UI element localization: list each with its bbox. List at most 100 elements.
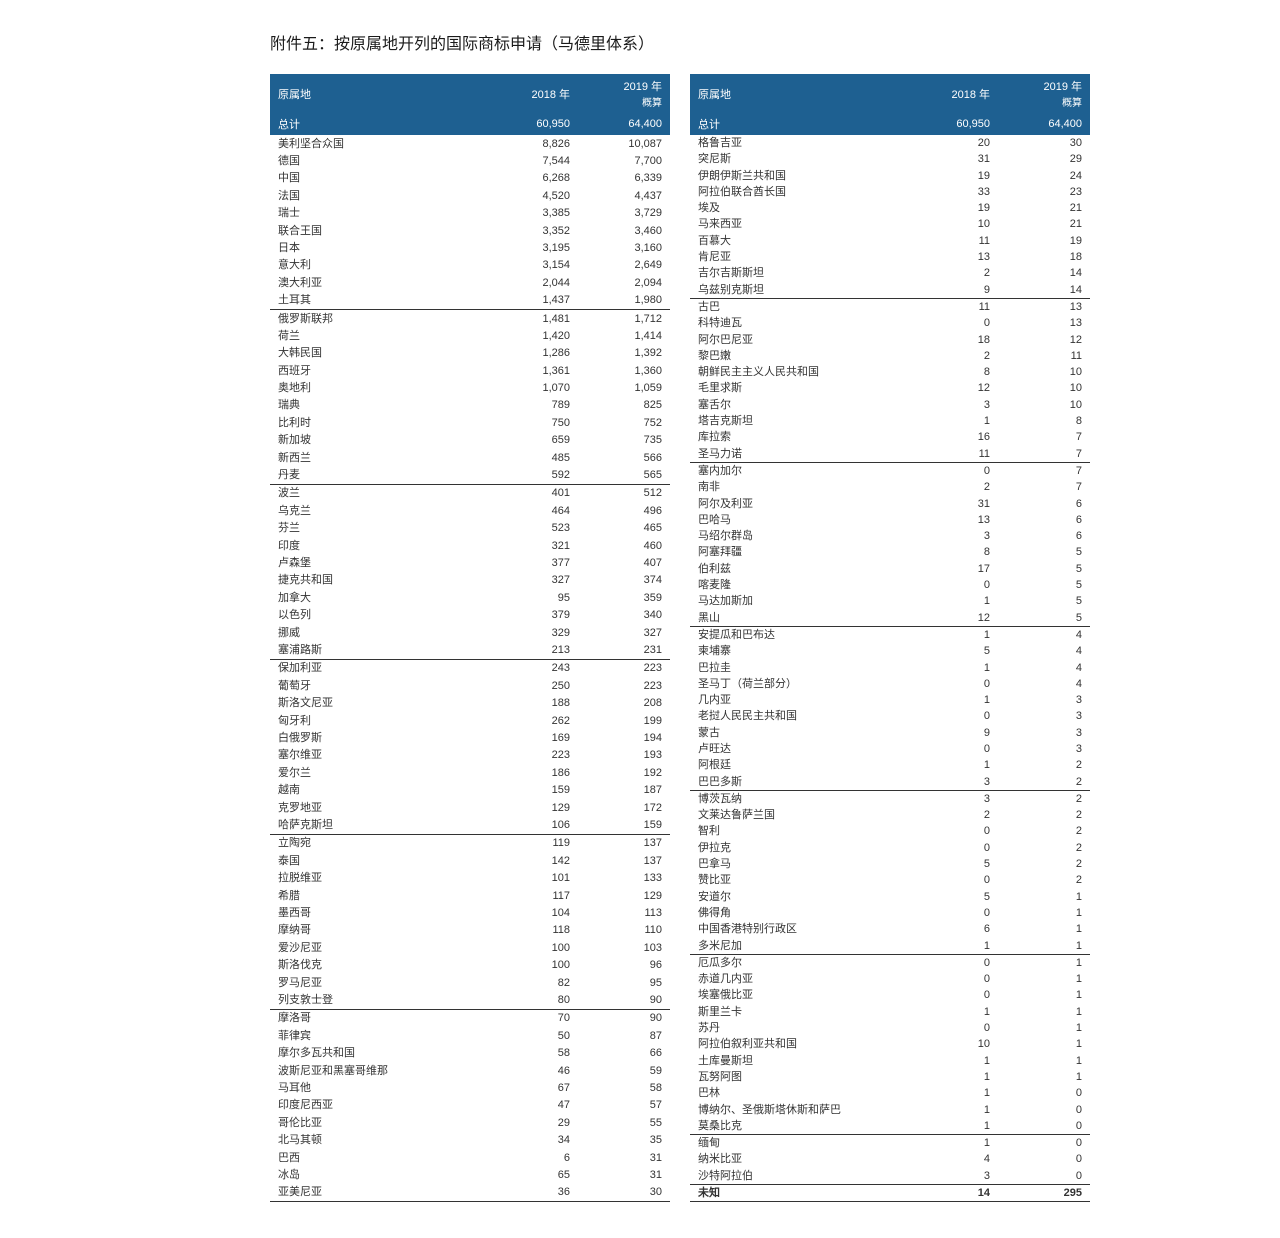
table-row: 巴拿马52 [690, 856, 1090, 872]
table-row: 苏丹01 [690, 1020, 1090, 1036]
value-2018-cell: 7,544 [490, 152, 578, 169]
origin-cell: 阿尔及利亚 [690, 496, 910, 512]
value-2019-cell: 133 [578, 870, 670, 887]
table-row: 克罗地亚129172 [270, 799, 670, 816]
header-2018: 2018 年 [490, 74, 578, 113]
origin-cell: 老挝人民民主共和国 [690, 708, 910, 724]
value-2019-cell: 30 [998, 135, 1090, 151]
value-2019-cell: 2 [998, 757, 1090, 773]
value-2018-cell: 5 [910, 856, 998, 872]
table-row: 葡萄牙250223 [270, 677, 670, 694]
origin-cell: 格鲁吉亚 [690, 135, 910, 151]
value-2019-cell: 0 [998, 1085, 1090, 1101]
header-origin: 原属地 [690, 74, 910, 113]
value-2018-cell: 789 [490, 397, 578, 414]
origin-cell: 俄罗斯联邦 [270, 309, 490, 327]
total-row: 总计 60,950 64,400 [690, 113, 1090, 135]
value-2019-cell: 1,059 [578, 380, 670, 397]
value-2018-cell: 67 [490, 1079, 578, 1096]
origin-cell: 马绍尔群岛 [690, 528, 910, 544]
table-row: 博纳尔、圣俄斯塔休斯和萨巴10 [690, 1102, 1090, 1118]
value-2019-cell: 231 [578, 641, 670, 659]
table-row: 泰国142137 [270, 852, 670, 869]
origin-cell: 巴哈马 [690, 512, 910, 528]
value-2019-cell: 208 [578, 695, 670, 712]
value-2018-cell: 2,044 [490, 274, 578, 291]
value-2019-cell: 7,700 [578, 152, 670, 169]
origin-cell: 塞浦路斯 [270, 641, 490, 659]
table-row: 冰岛6531 [270, 1166, 670, 1183]
value-2019-cell: 5 [998, 577, 1090, 593]
origin-cell: 列支敦士登 [270, 991, 490, 1009]
value-2019-cell: 1 [998, 905, 1090, 921]
value-2019-cell: 1 [998, 938, 1090, 955]
value-2018-cell: 10 [910, 216, 998, 232]
table-row: 新西兰485566 [270, 449, 670, 466]
value-2018-cell: 9 [910, 725, 998, 741]
table-row: 马绍尔群岛36 [690, 528, 1090, 544]
origin-cell: 毛里求斯 [690, 380, 910, 396]
origin-cell: 沙特阿拉伯 [690, 1168, 910, 1185]
table-row: 突尼斯3129 [690, 151, 1090, 167]
value-2018-cell: 19 [910, 168, 998, 184]
table-row: 厄瓜多尔01 [690, 954, 1090, 971]
table-row: 美利坚合众国8,82610,087 [270, 135, 670, 152]
value-2019-cell: 14 [998, 282, 1090, 299]
value-2018-cell: 3,154 [490, 257, 578, 274]
value-2018-cell: 659 [490, 432, 578, 449]
table-row: 澳大利亚2,0442,094 [270, 274, 670, 291]
origin-cell: 厄瓜多尔 [690, 954, 910, 971]
value-2019-cell: 359 [578, 589, 670, 606]
value-2018-cell: 4 [910, 1151, 998, 1167]
value-2018-cell: 12 [910, 610, 998, 627]
header-row: 原属地 2018 年 2019 年概算 [270, 74, 670, 113]
value-2018-cell: 1,070 [490, 380, 578, 397]
origin-cell: 斯洛文尼亚 [270, 695, 490, 712]
origin-cell: 荷兰 [270, 327, 490, 344]
value-2019-cell: 10 [998, 380, 1090, 396]
value-2019-cell: 10 [998, 397, 1090, 413]
origin-cell: 爱沙尼亚 [270, 939, 490, 956]
value-2018-cell: 592 [490, 466, 578, 484]
value-2018-cell: 31 [910, 496, 998, 512]
value-2019-cell: 21 [998, 216, 1090, 232]
origin-cell: 文莱达鲁萨兰国 [690, 807, 910, 823]
table-row: 圣马力诺117 [690, 446, 1090, 463]
value-2018-cell: 1 [910, 413, 998, 429]
value-2018-cell: 464 [490, 502, 578, 519]
value-2019-cell: 129 [578, 887, 670, 904]
origin-cell: 丹麦 [270, 466, 490, 484]
value-2018-cell: 10 [910, 1036, 998, 1052]
value-2019-cell: 752 [578, 414, 670, 431]
origin-cell: 塞内加尔 [690, 462, 910, 479]
origin-cell: 印度尼西亚 [270, 1097, 490, 1114]
value-2019-cell: 0 [998, 1151, 1090, 1167]
value-2019-cell: 30 [578, 1184, 670, 1202]
table-row: 哥伦比亚2955 [270, 1114, 670, 1131]
origin-cell: 罗马尼亚 [270, 974, 490, 991]
value-2018-cell: 0 [910, 840, 998, 856]
origin-cell: 奥地利 [270, 380, 490, 397]
value-2019-cell: 192 [578, 764, 670, 781]
value-2018-cell: 95 [490, 589, 578, 606]
value-2018-cell: 119 [490, 834, 578, 852]
table-row: 摩尔多瓦共和国5866 [270, 1045, 670, 1062]
value-2018-cell: 223 [490, 747, 578, 764]
right-table: 原属地 2018 年 2019 年概算 总计 60,950 64,400 格鲁吉… [690, 74, 1090, 1202]
table-row: 丹麦592565 [270, 466, 670, 484]
value-2018-cell: 3 [910, 1168, 998, 1185]
value-2018-cell: 13 [910, 249, 998, 265]
origin-cell: 塔吉克斯坦 [690, 413, 910, 429]
table-row: 阿拉伯联合酋长国3323 [690, 184, 1090, 200]
origin-cell: 突尼斯 [690, 151, 910, 167]
table-row: 蒙古93 [690, 725, 1090, 741]
table-row: 赤道几内亚01 [690, 971, 1090, 987]
table-row: 新加坡659735 [270, 432, 670, 449]
total-row: 总计 60,950 64,400 [270, 113, 670, 135]
table-row: 印度321460 [270, 537, 670, 554]
value-2018-cell: 80 [490, 991, 578, 1009]
value-2019-cell: 1 [998, 971, 1090, 987]
value-2018-cell: 3 [910, 528, 998, 544]
value-2018-cell: 523 [490, 520, 578, 537]
value-2019-cell: 1 [998, 889, 1090, 905]
